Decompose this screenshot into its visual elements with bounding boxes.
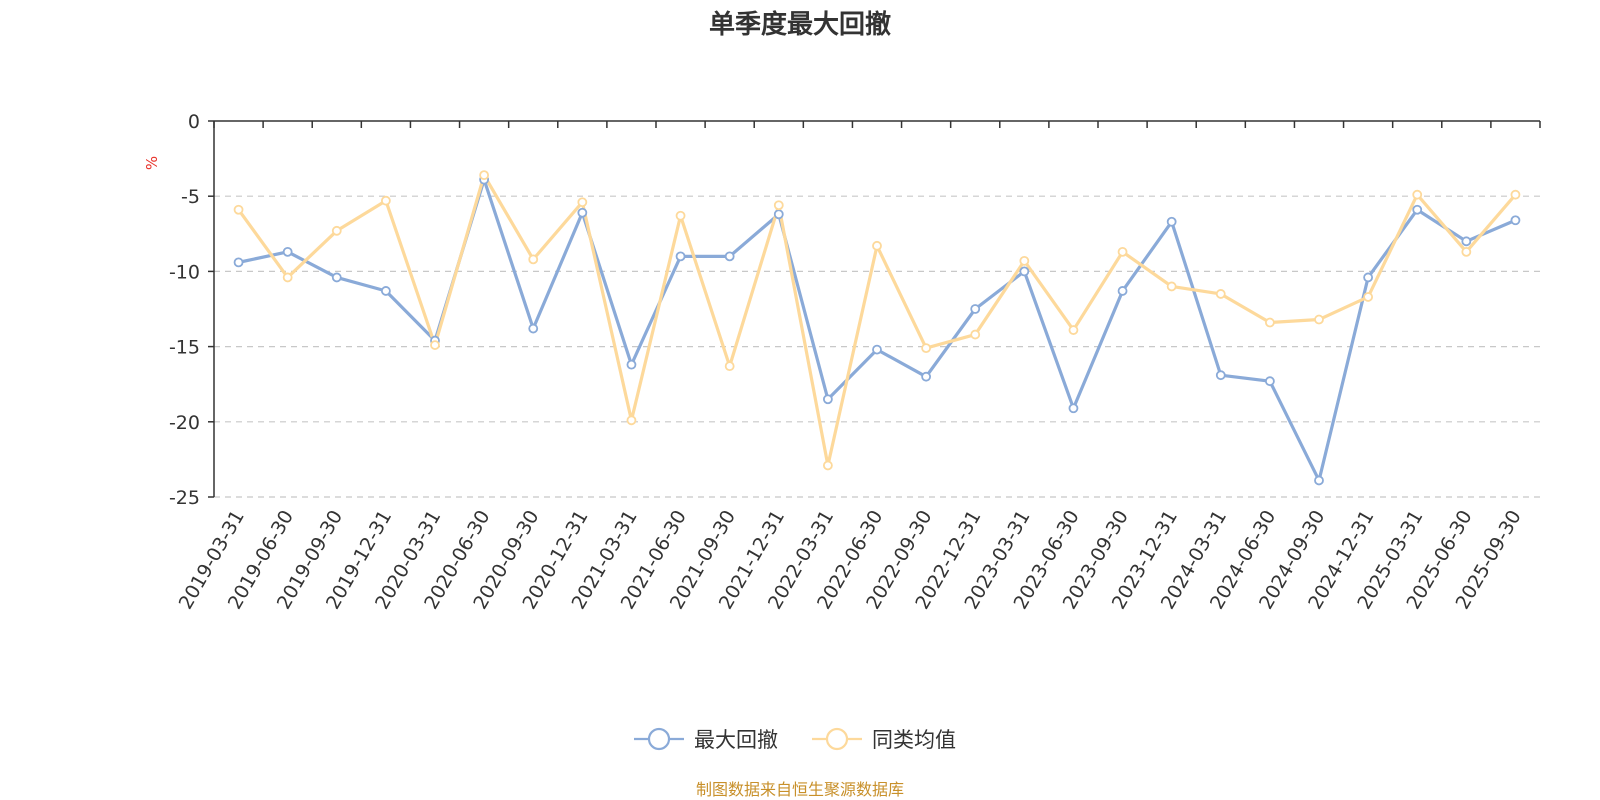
data-point xyxy=(1461,246,1472,257)
data-point xyxy=(1461,236,1472,247)
data-point xyxy=(1510,215,1521,226)
data-point xyxy=(380,195,391,206)
data-point xyxy=(577,197,588,208)
data-point xyxy=(528,323,539,334)
data-point xyxy=(1510,189,1521,200)
data-point xyxy=(331,225,342,236)
y-axis-unit-label: % xyxy=(143,156,161,170)
data-point xyxy=(1412,189,1423,200)
y-tick-label: -10 xyxy=(169,261,200,283)
data-point xyxy=(675,251,686,262)
data-point xyxy=(430,340,440,350)
data-point xyxy=(1019,266,1030,277)
data-point xyxy=(921,343,932,354)
data-point xyxy=(1215,289,1226,299)
data-point xyxy=(626,415,637,426)
data-point xyxy=(970,304,981,314)
legend-marker-1 xyxy=(647,727,671,751)
series-lines xyxy=(233,170,1521,486)
data-point xyxy=(233,204,244,215)
data-point xyxy=(282,246,293,257)
data-point xyxy=(1166,216,1177,227)
axes xyxy=(208,120,1541,498)
data-point xyxy=(724,361,735,372)
data-point xyxy=(822,394,833,405)
data-point xyxy=(822,460,833,471)
y-tick-label: -20 xyxy=(169,412,200,434)
data-point xyxy=(1068,325,1079,335)
x-tick-labels: 2019-03-312019-06-302019-09-302019-12-31… xyxy=(175,506,1526,613)
data-point xyxy=(528,254,539,265)
y-tick-label: 0 xyxy=(188,111,200,133)
legend-marker-2 xyxy=(825,727,849,751)
legend: 最大回撤 同类均值 xyxy=(634,727,956,752)
data-point xyxy=(872,344,882,355)
data-point xyxy=(773,209,784,220)
y-tick-labels: 0 -5 -10 -15 -20 -25 xyxy=(169,111,200,509)
data-point xyxy=(1264,317,1275,328)
data-point xyxy=(1166,281,1177,292)
data-point xyxy=(675,210,686,221)
data-point xyxy=(577,207,588,218)
data-point xyxy=(1117,246,1128,257)
data-point xyxy=(1314,314,1324,325)
data-point xyxy=(1068,403,1079,414)
data-point xyxy=(1314,475,1324,486)
data-point xyxy=(1019,255,1030,266)
data-point xyxy=(479,170,490,181)
data-point xyxy=(1412,204,1423,215)
data-point xyxy=(724,251,735,262)
legend-label-1: 最大回撤 xyxy=(694,728,778,752)
data-point xyxy=(872,240,882,251)
data-point xyxy=(1264,376,1275,387)
source-note: 制图数据来自恒生聚源数据库 xyxy=(695,780,904,799)
data-point xyxy=(1363,292,1374,302)
y-tick-label: -15 xyxy=(169,337,200,359)
data-point xyxy=(1215,370,1226,381)
data-point xyxy=(1117,286,1128,296)
data-point xyxy=(233,257,244,268)
data-point xyxy=(380,286,391,296)
y-tick-label: -25 xyxy=(169,487,200,509)
data-point xyxy=(282,272,293,283)
data-point xyxy=(331,272,342,283)
data-point xyxy=(1363,272,1374,283)
chart-title: 单季度最大回撤 xyxy=(708,10,891,40)
data-point xyxy=(970,329,981,340)
data-point xyxy=(773,200,784,211)
data-point xyxy=(921,371,932,382)
data-point xyxy=(626,359,637,370)
y-tick-label: -5 xyxy=(181,186,200,208)
legend-label-2: 同类均值 xyxy=(872,728,956,752)
